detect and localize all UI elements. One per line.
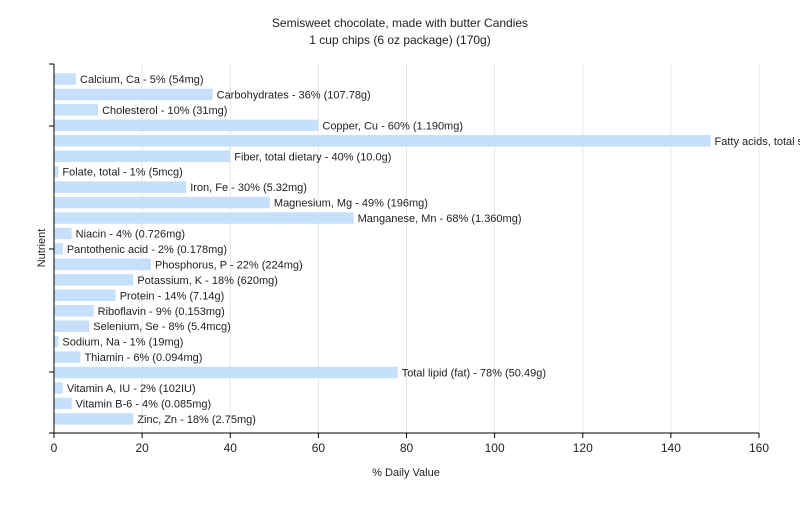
bar xyxy=(54,227,72,240)
bar-label: Niacin - 4% (0.726mg) xyxy=(76,229,185,241)
bar xyxy=(54,150,231,162)
bar xyxy=(54,335,59,348)
bar-label: Copper, Cu - 60% (1.190mg) xyxy=(322,120,463,132)
bar-label: Carbohydrates - 36% (107.78g) xyxy=(217,89,371,101)
bar xyxy=(54,320,90,332)
bar xyxy=(54,243,63,255)
bar xyxy=(54,165,59,178)
bar xyxy=(54,119,319,132)
bar-label: Riboflavin - 9% (0.153mg) xyxy=(98,306,225,318)
x-tick-label: 160 xyxy=(749,441,769,455)
bar-label: Sodium, Na - 1% (19mg) xyxy=(62,337,183,349)
bar-label: Fiber, total dietary - 40% (10.0g) xyxy=(234,151,391,163)
x-tick-label: 100 xyxy=(485,441,505,455)
chart-title: Semisweet chocolate, made with butter Ca… xyxy=(272,16,528,30)
bar xyxy=(54,305,94,317)
bar-label: Pantothenic acid - 2% (0.178mg) xyxy=(67,244,227,256)
bar-label: Thiamin - 6% (0.094mg) xyxy=(84,352,202,364)
bar-label: Protein - 14% (7.14g) xyxy=(120,290,225,302)
bar xyxy=(54,274,134,286)
bar xyxy=(54,73,77,85)
chart-subtitle: 1 cup chips (6 oz package) (170g) xyxy=(309,33,490,47)
bar xyxy=(54,397,72,410)
bar xyxy=(54,382,63,394)
bar-label: Potassium, K - 18% (620mg) xyxy=(137,275,278,287)
x-tick-label: 40 xyxy=(224,441,238,455)
bar xyxy=(54,289,116,302)
bar xyxy=(54,181,187,193)
y-axis-title: Nutrient xyxy=(36,229,48,268)
bar xyxy=(54,413,134,425)
bar xyxy=(54,104,99,116)
bar xyxy=(54,88,213,101)
bar xyxy=(54,196,270,209)
x-tick-label: 20 xyxy=(135,441,149,455)
x-axis-title: % Daily Value xyxy=(372,467,440,479)
x-tick-label: 0 xyxy=(51,441,58,455)
bar-label: Fatty acids, total saturated - 149% (29.… xyxy=(715,136,800,148)
bar-labels: Calcium, Ca - 5% (54mg) Carbohydrates - 3… xyxy=(62,74,800,426)
bar-label: Zinc, Zn - 18% (2.75mg) xyxy=(137,414,256,426)
bar-label: Vitamin A, IU - 2% (102IU) xyxy=(67,383,196,395)
bar xyxy=(54,366,398,379)
bar-label: Iron, Fe - 30% (5.32mg) xyxy=(190,182,307,194)
bar xyxy=(54,258,151,271)
bar-label: Selenium, Se - 8% (5.4mcg) xyxy=(93,321,231,333)
bar-label: Manganese, Mn - 68% (1.360mg) xyxy=(358,213,522,225)
bar-label: Magnesium, Mg - 49% (196mg) xyxy=(274,198,428,210)
bars xyxy=(54,73,711,425)
bar-label: Cholesterol - 10% (31mg) xyxy=(102,105,227,117)
bar xyxy=(54,351,81,363)
x-tick-label: 60 xyxy=(312,441,326,455)
bar-label: Folate, total - 1% (5mcg) xyxy=(62,167,182,179)
bar-label: Vitamin B-6 - 4% (0.085mg) xyxy=(76,398,212,410)
bar-label: Calcium, Ca - 5% (54mg) xyxy=(80,74,203,86)
x-tick-label: 120 xyxy=(573,441,593,455)
bar-label: Phosphorus, P - 22% (224mg) xyxy=(155,259,303,271)
bar-label: Total lipid (fat) - 78% (50.49g) xyxy=(402,368,546,380)
x-tick-label: 140 xyxy=(661,441,681,455)
axes: 0 20 40 60 80 100 120 140 160 xyxy=(49,63,769,455)
bar xyxy=(54,135,711,147)
bar xyxy=(54,212,354,224)
x-tick-label: 80 xyxy=(400,441,414,455)
